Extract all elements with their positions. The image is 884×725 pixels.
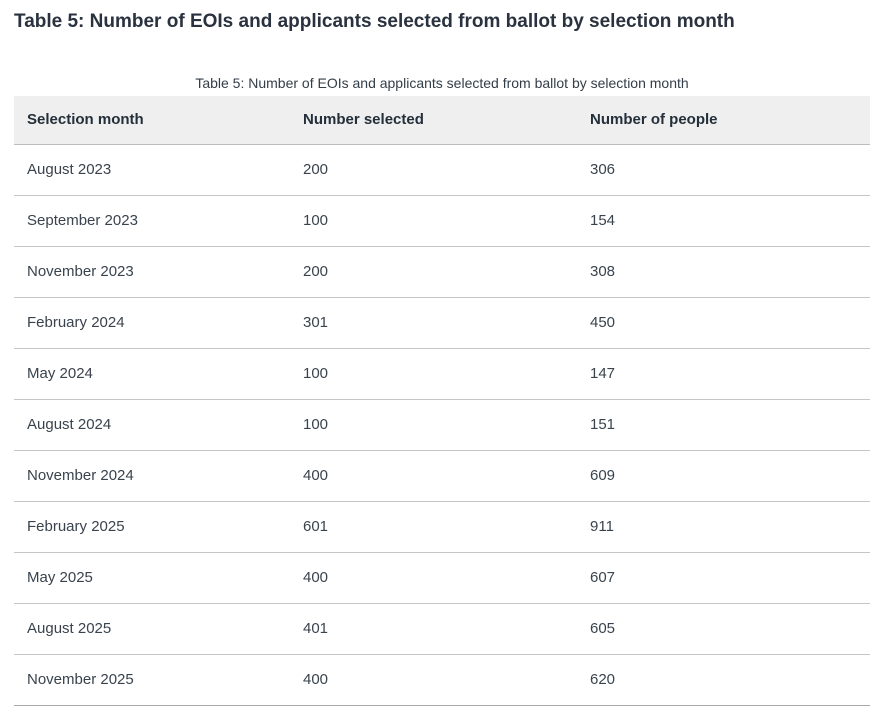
- cell-selection-month: August 2023: [14, 144, 290, 196]
- cell-number-selected: 601: [290, 501, 577, 553]
- table-figure: Table 5: Number of EOIs and applicants s…: [0, 76, 884, 706]
- table-row: September 2023 100 154: [14, 195, 870, 247]
- cell-selection-month: February 2025: [14, 501, 290, 553]
- col-header-selection-month: Selection month: [14, 96, 290, 145]
- cell-number-selected: 100: [290, 195, 577, 247]
- table-body: August 2023 200 306 September 2023 100 154 Nov…: [14, 144, 870, 706]
- table-row: August 2023 200 306: [14, 144, 870, 196]
- cell-number-of-people: 308: [577, 246, 870, 298]
- cell-number-of-people: 607: [577, 552, 870, 604]
- cell-selection-month: May 2024: [14, 348, 290, 400]
- cell-number-of-people: 605: [577, 603, 870, 655]
- cell-number-of-people: 911: [577, 501, 870, 553]
- cell-number-selected: 400: [290, 552, 577, 604]
- table-row: August 2024 100 151: [14, 399, 870, 451]
- cell-selection-month: February 2024: [14, 297, 290, 349]
- table-row: November 2023 200 308: [14, 246, 870, 298]
- cell-number-selected: 200: [290, 246, 577, 298]
- table-row: February 2024 301 450: [14, 297, 870, 349]
- cell-number-of-people: 151: [577, 399, 870, 451]
- cell-number-selected: 200: [290, 144, 577, 196]
- cell-selection-month: November 2025: [14, 654, 290, 706]
- cell-selection-month: November 2023: [14, 246, 290, 298]
- cell-selection-month: August 2024: [14, 399, 290, 451]
- col-header-number-of-people: Number of people: [577, 96, 870, 145]
- table-row: May 2025 400 607: [14, 552, 870, 604]
- table-row: November 2025 400 620: [14, 654, 870, 706]
- page-title: Table 5: Number of EOIs and applicants s…: [14, 11, 735, 32]
- cell-number-of-people: 306: [577, 144, 870, 196]
- cell-number-selected: 400: [290, 450, 577, 502]
- data-table: Selection month Number selected Number o…: [14, 96, 870, 706]
- cell-number-of-people: 147: [577, 348, 870, 400]
- cell-number-selected: 100: [290, 399, 577, 451]
- cell-number-selected: 401: [290, 603, 577, 655]
- table-row: November 2024 400 609: [14, 450, 870, 502]
- cell-number-of-people: 609: [577, 450, 870, 502]
- col-header-number-selected: Number selected: [290, 96, 577, 145]
- cell-selection-month: May 2025: [14, 552, 290, 604]
- page: Table 5: Number of EOIs and applicants s…: [0, 11, 884, 706]
- table-header: Selection month Number selected Number o…: [14, 96, 870, 145]
- cell-selection-month: September 2023: [14, 195, 290, 247]
- cell-number-of-people: 450: [577, 297, 870, 349]
- cell-number-of-people: 154: [577, 195, 870, 247]
- table-caption: Table 5: Number of EOIs and applicants s…: [195, 75, 689, 91]
- cell-number-of-people: 620: [577, 654, 870, 706]
- table-row: February 2025 601 911: [14, 501, 870, 553]
- cell-number-selected: 100: [290, 348, 577, 400]
- cell-number-selected: 301: [290, 297, 577, 349]
- cell-number-selected: 400: [290, 654, 577, 706]
- table-row: May 2024 100 147: [14, 348, 870, 400]
- table-row: August 2025 401 605: [14, 603, 870, 655]
- cell-selection-month: August 2025: [14, 603, 290, 655]
- header-row: Selection month Number selected Number o…: [14, 96, 870, 145]
- cell-selection-month: November 2024: [14, 450, 290, 502]
